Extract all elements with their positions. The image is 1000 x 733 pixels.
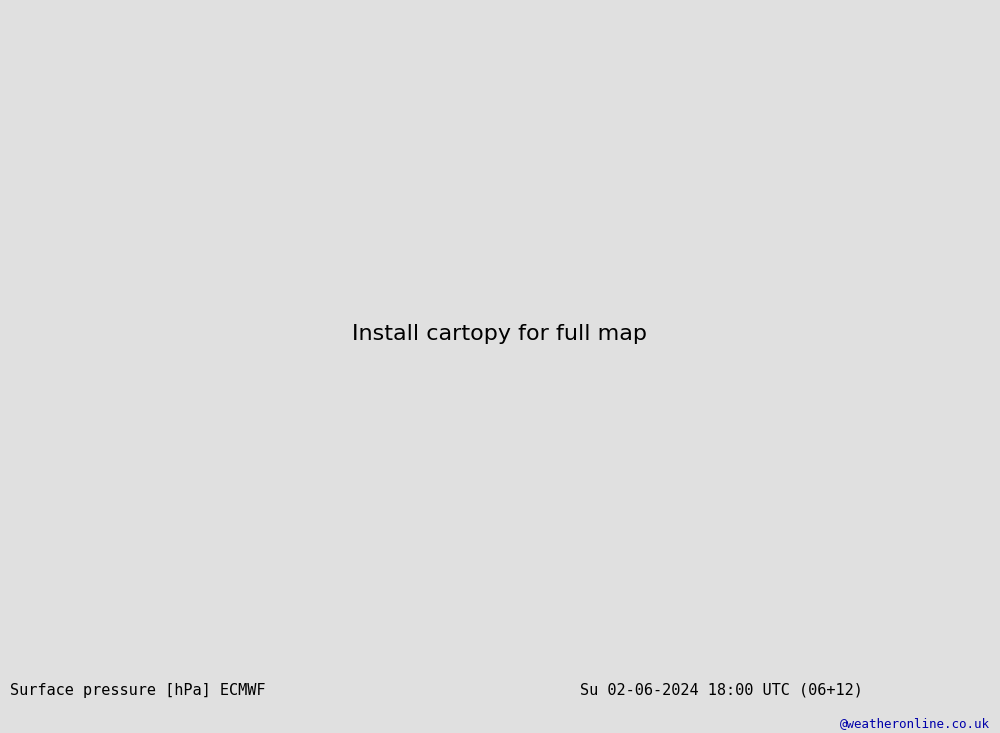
Text: Install cartopy for full map: Install cartopy for full map: [352, 323, 648, 344]
Text: Surface pressure [hPa] ECMWF: Surface pressure [hPa] ECMWF: [10, 682, 266, 698]
Text: Su 02-06-2024 18:00 UTC (06+12): Su 02-06-2024 18:00 UTC (06+12): [580, 682, 863, 698]
Text: @weatheronline.co.uk: @weatheronline.co.uk: [840, 717, 990, 729]
